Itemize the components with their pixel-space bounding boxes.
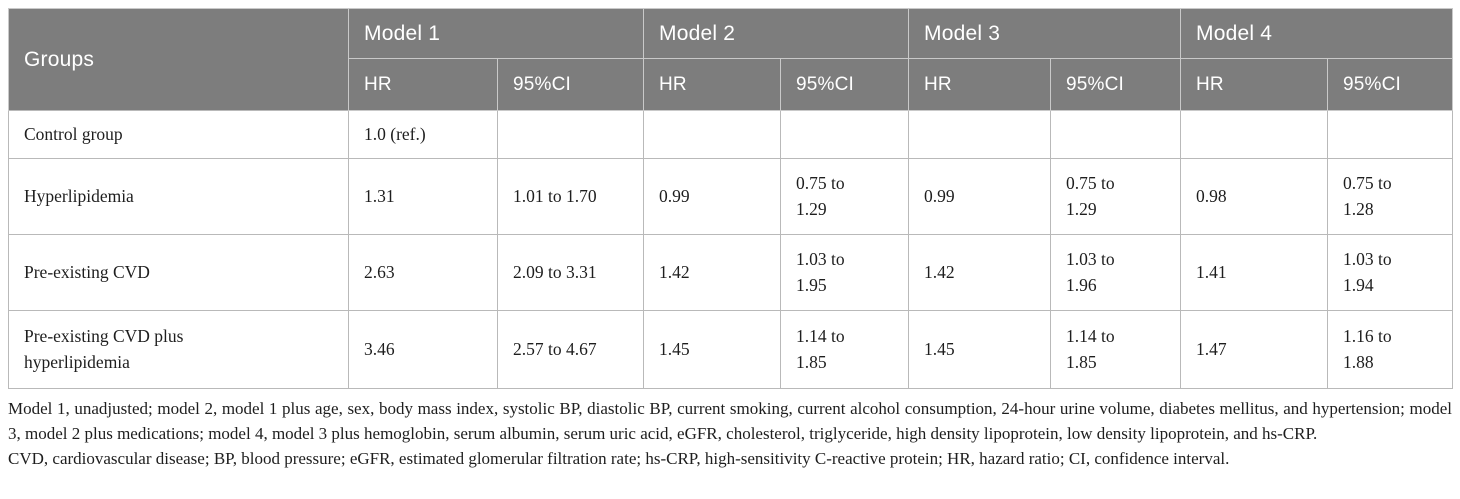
model-4-header-cell: Model 4: [1180, 8, 1453, 59]
m3-hr-header-cell: HR: [908, 58, 1051, 111]
hr-cell: 0.98: [1180, 158, 1328, 235]
ci-cell: 0.75 to 1.29: [780, 158, 909, 235]
model-3-header-cell: Model 3: [908, 8, 1181, 59]
hr-cell: 1.47: [1180, 310, 1328, 389]
table-row-cvd-plus-hyperlipidemia: Pre-existing CVD plus hyperlipidemia 3.4…: [8, 310, 1453, 389]
m2-hr-header-cell: HR: [643, 58, 781, 111]
ci-cell: 2.09 to 3.31: [497, 234, 644, 311]
footnote-abbreviations: CVD, cardiovascular disease; BP, blood p…: [8, 449, 1230, 468]
ci-cell: [780, 110, 909, 159]
model-header-row: Groups Model 1 Model 2 Model 3 Model 4: [8, 8, 1453, 111]
group-cell: Control group: [8, 110, 349, 159]
group-cell: Hyperlipidemia: [8, 158, 349, 235]
ci-cell: 1.14 to 1.85: [780, 310, 909, 389]
hr-cell: 2.63: [348, 234, 498, 311]
table-row-pre-existing-cvd: Pre-existing CVD 2.63 2.09 to 3.31 1.42 …: [8, 234, 1453, 311]
ci-cell: [1050, 110, 1181, 159]
ci-cell: 1.03 to 1.96: [1050, 234, 1181, 311]
ci-cell: 1.16 to 1.88: [1327, 310, 1453, 389]
hr-cell: 0.99: [908, 158, 1051, 235]
table-body: Control group 1.0 (ref.) Hyperlipidemia …: [8, 110, 1453, 389]
ci-cell: 1.03 to 1.95: [780, 234, 909, 311]
table-row-hyperlipidemia: Hyperlipidemia 1.31 1.01 to 1.70 0.99 0.…: [8, 158, 1453, 235]
m3-ci-header-cell: 95%CI: [1050, 58, 1181, 111]
hr-cell: 1.0 (ref.): [348, 110, 498, 159]
hr-cell: 1.42: [908, 234, 1051, 311]
model-1-header-cell: Model 1: [348, 8, 644, 59]
page: Groups Model 1 Model 2 Model 3 Model 4 H…: [8, 8, 1453, 471]
ci-cell: [497, 110, 644, 159]
ci-cell: [1327, 110, 1453, 159]
hr-cell: [643, 110, 781, 159]
m1-ci-header-cell: 95%CI: [497, 58, 644, 111]
footnote-models: Model 1, unadjusted; model 2, model 1 pl…: [8, 399, 1452, 443]
hr-cell: 3.46: [348, 310, 498, 389]
ci-cell: 1.01 to 1.70: [497, 158, 644, 235]
table-header: Groups Model 1 Model 2 Model 3 Model 4 H…: [8, 8, 1453, 111]
group-cell: Pre-existing CVD plus hyperlipidemia: [8, 310, 349, 389]
ci-cell: 0.75 to 1.29: [1050, 158, 1181, 235]
table-row-control-group: Control group 1.0 (ref.): [8, 110, 1453, 159]
ci-cell: 2.57 to 4.67: [497, 310, 644, 389]
hr-cell: 1.41: [1180, 234, 1328, 311]
m1-hr-header-cell: HR: [348, 58, 498, 111]
hr-cell: 1.45: [643, 310, 781, 389]
hr-cell: 0.99: [643, 158, 781, 235]
m4-hr-header-cell: HR: [1180, 58, 1328, 111]
m4-ci-header-cell: 95%CI: [1327, 58, 1453, 111]
ci-cell: 1.14 to 1.85: [1050, 310, 1181, 389]
ci-cell: 0.75 to 1.28: [1327, 158, 1453, 235]
model-2-header-cell: Model 2: [643, 8, 909, 59]
hr-cell: 1.31: [348, 158, 498, 235]
hr-cell: [908, 110, 1051, 159]
m2-ci-header-cell: 95%CI: [780, 58, 909, 111]
sub-header-row: HR 95%CI HR 95%CI HR 95%CI HR 95%CI: [9, 58, 1453, 111]
group-cell: Pre-existing CVD: [8, 234, 349, 311]
groups-header-cell: Groups: [8, 8, 349, 111]
hazard-ratio-table: Groups Model 1 Model 2 Model 3 Model 4 H…: [8, 8, 1453, 389]
hr-cell: 1.42: [643, 234, 781, 311]
footnotes: Model 1, unadjusted; model 2, model 1 pl…: [8, 396, 1452, 471]
ci-cell: 1.03 to 1.94: [1327, 234, 1453, 311]
hr-cell: 1.45: [908, 310, 1051, 389]
hr-cell: [1180, 110, 1328, 159]
